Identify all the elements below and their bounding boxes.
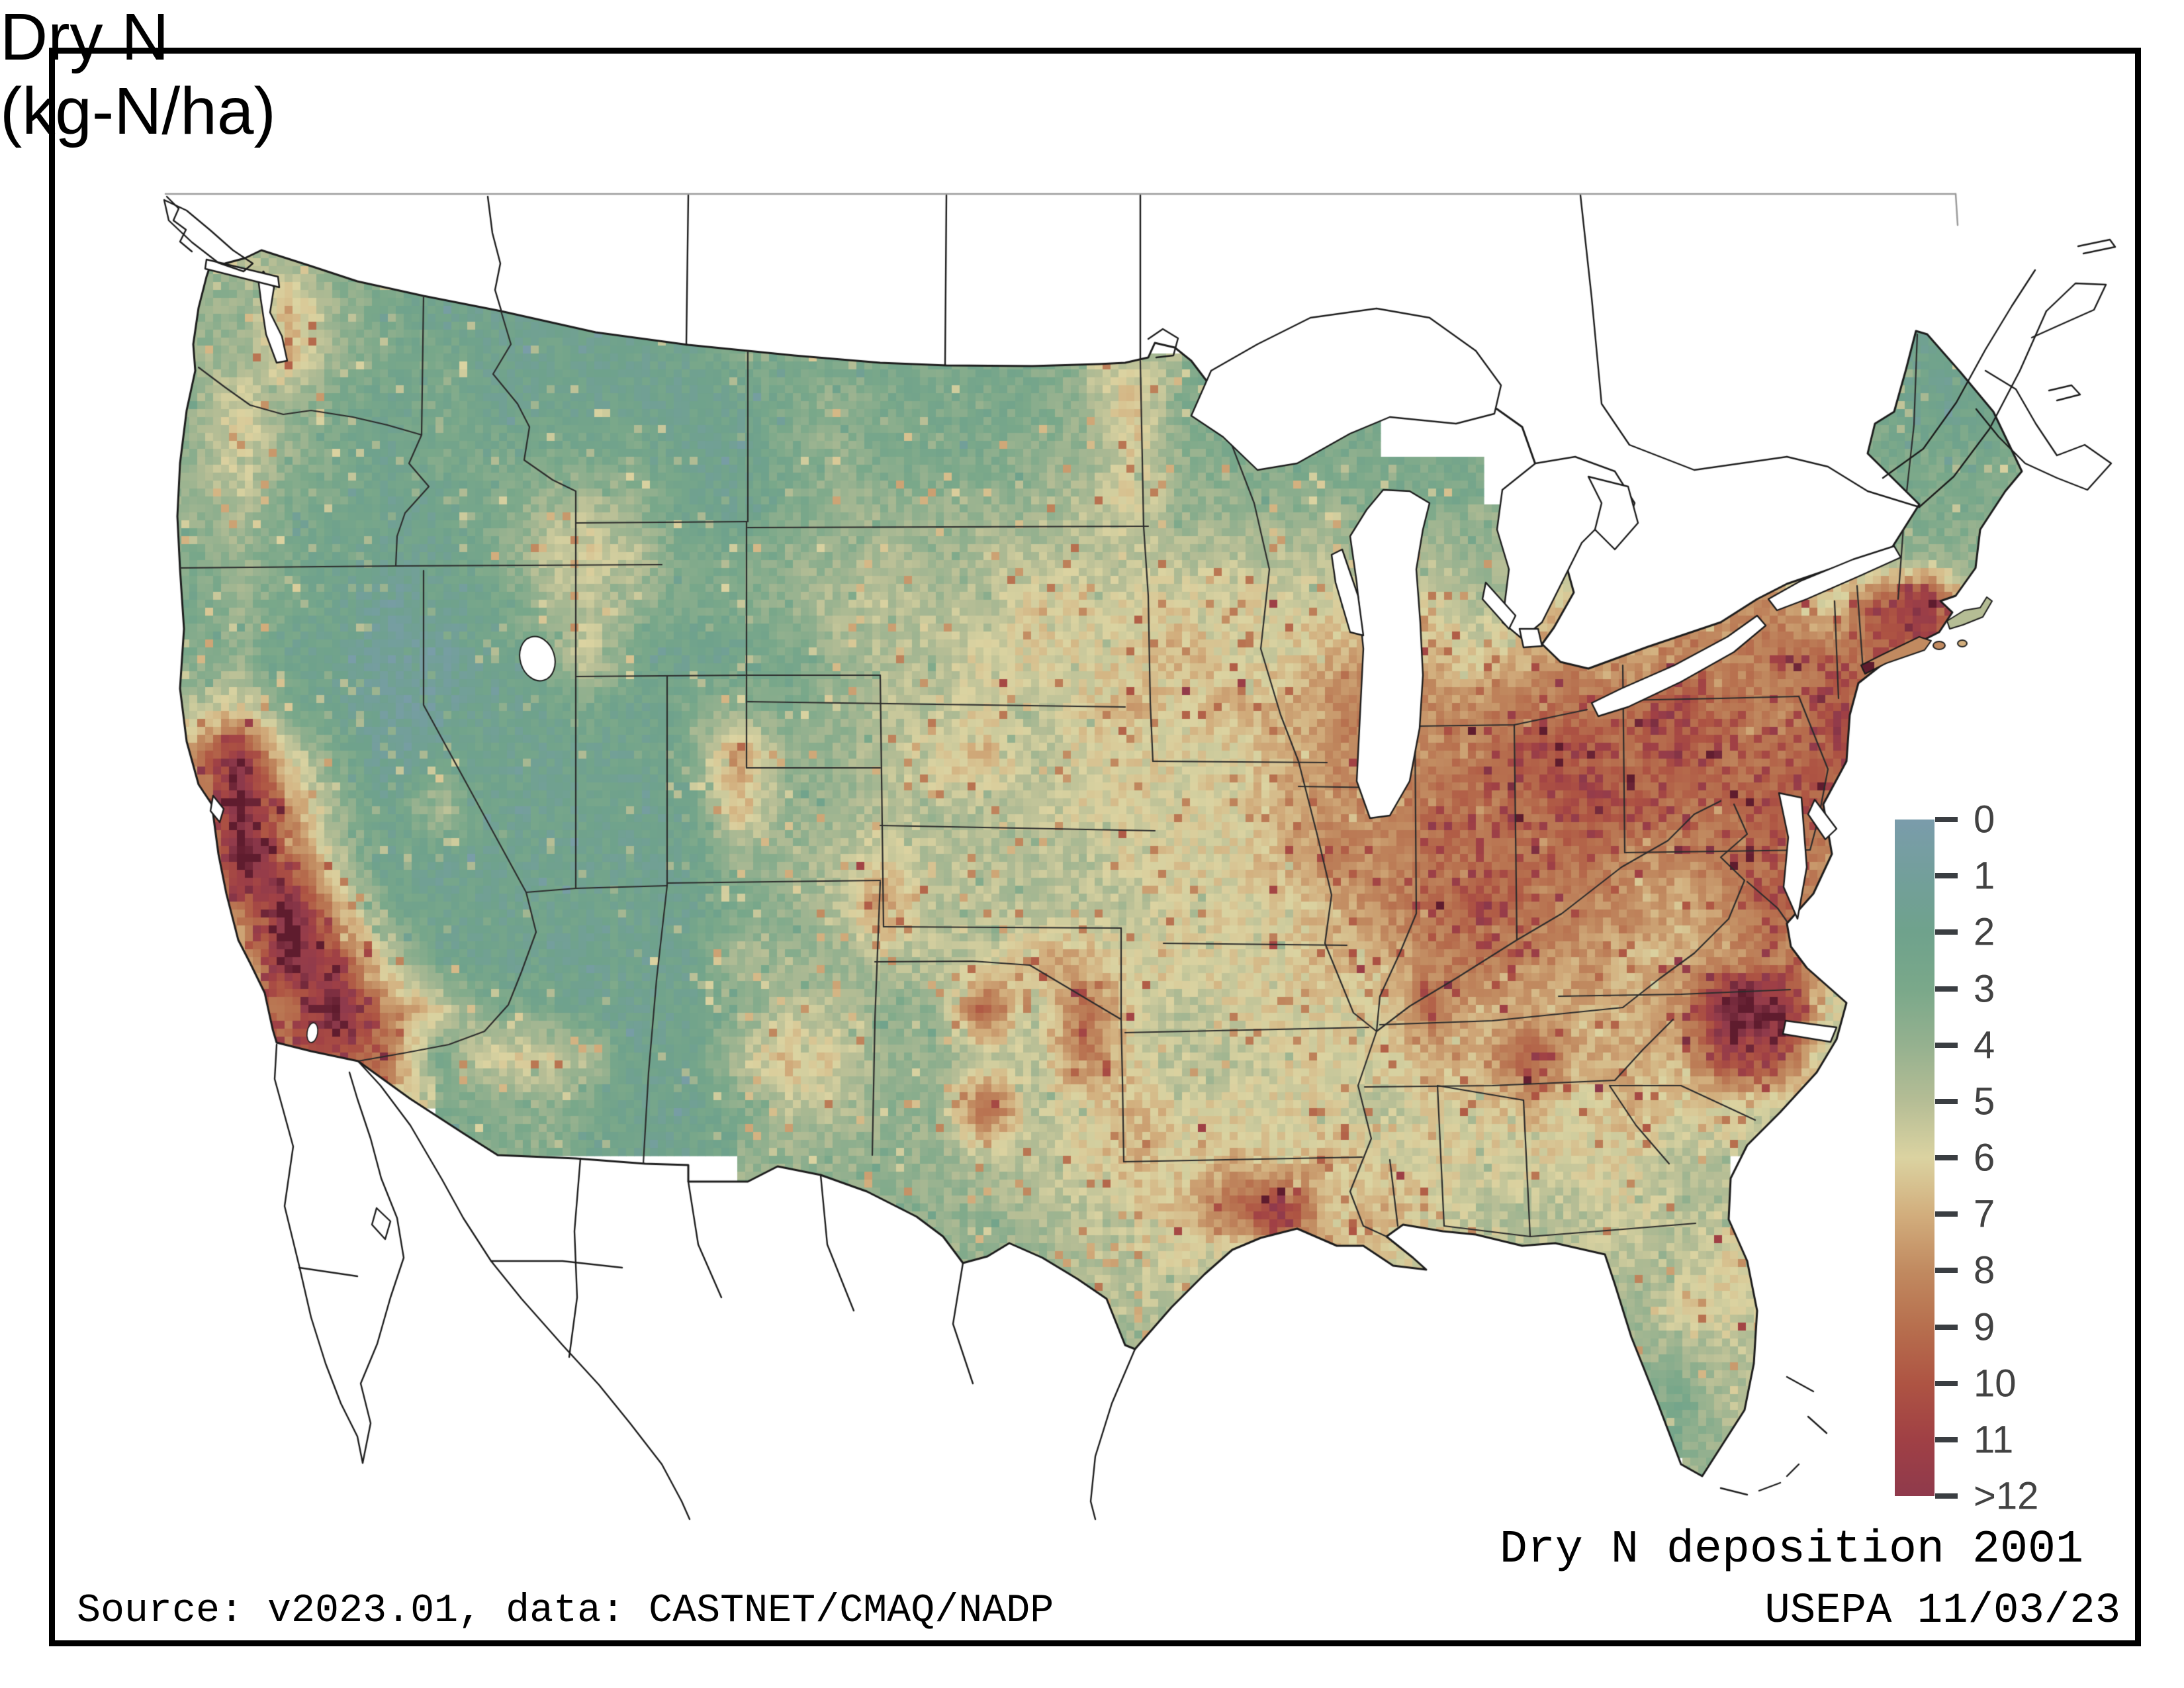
legend-colorbar [1895,820,1934,1496]
legend-tick-label: 9 [1974,1305,1995,1348]
page-frame [49,48,2141,1646]
legend-tick [1935,1155,1958,1160]
legend-tick-label: >12 [1974,1474,2039,1518]
legend-tick [1935,1380,1958,1386]
legend-tick [1935,1211,1958,1217]
legend-tick-label: 10 [1974,1362,2017,1405]
legend-title-line1: Dry N [0,0,169,74]
legend-title: Dry N (kg-N/ha) [0,0,276,148]
legend-tick-label: 2 [1974,910,1995,954]
legend-tick [1935,817,1958,822]
legend-tick [1935,929,1958,935]
legend-tick-label: 8 [1974,1248,1995,1292]
source-note: Source: v2023.01, data: CASTNET/CMAQ/NAD… [77,1589,1054,1634]
legend-tick [1935,986,1958,992]
legend-tick-label: 7 [1974,1192,1995,1236]
legend-tick [1935,1493,1958,1499]
legend-title-line2: (kg-N/ha) [0,74,276,148]
legend-tick [1935,1098,1958,1104]
legend-tick [1935,1436,1958,1442]
legend-tick [1935,1268,1958,1274]
legend-tick-label: 4 [1974,1023,1995,1067]
legend-tick-label: 0 [1974,798,1995,841]
legend-tick [1935,1042,1958,1048]
legend-tick-label: 5 [1974,1080,1995,1123]
legend-tick [1935,873,1958,879]
legend-tick-label: 1 [1974,854,1995,898]
legend-tick-label: 6 [1974,1136,1995,1180]
legend-tick [1935,1324,1958,1330]
agency-date-caption: USEPA 11/03/23 [1764,1587,2120,1635]
legend-tick-label: 3 [1974,967,1995,1010]
legend-tick-label: 11 [1974,1418,2014,1462]
map-caption: Dry N deposition 2001 [1499,1524,2083,1576]
